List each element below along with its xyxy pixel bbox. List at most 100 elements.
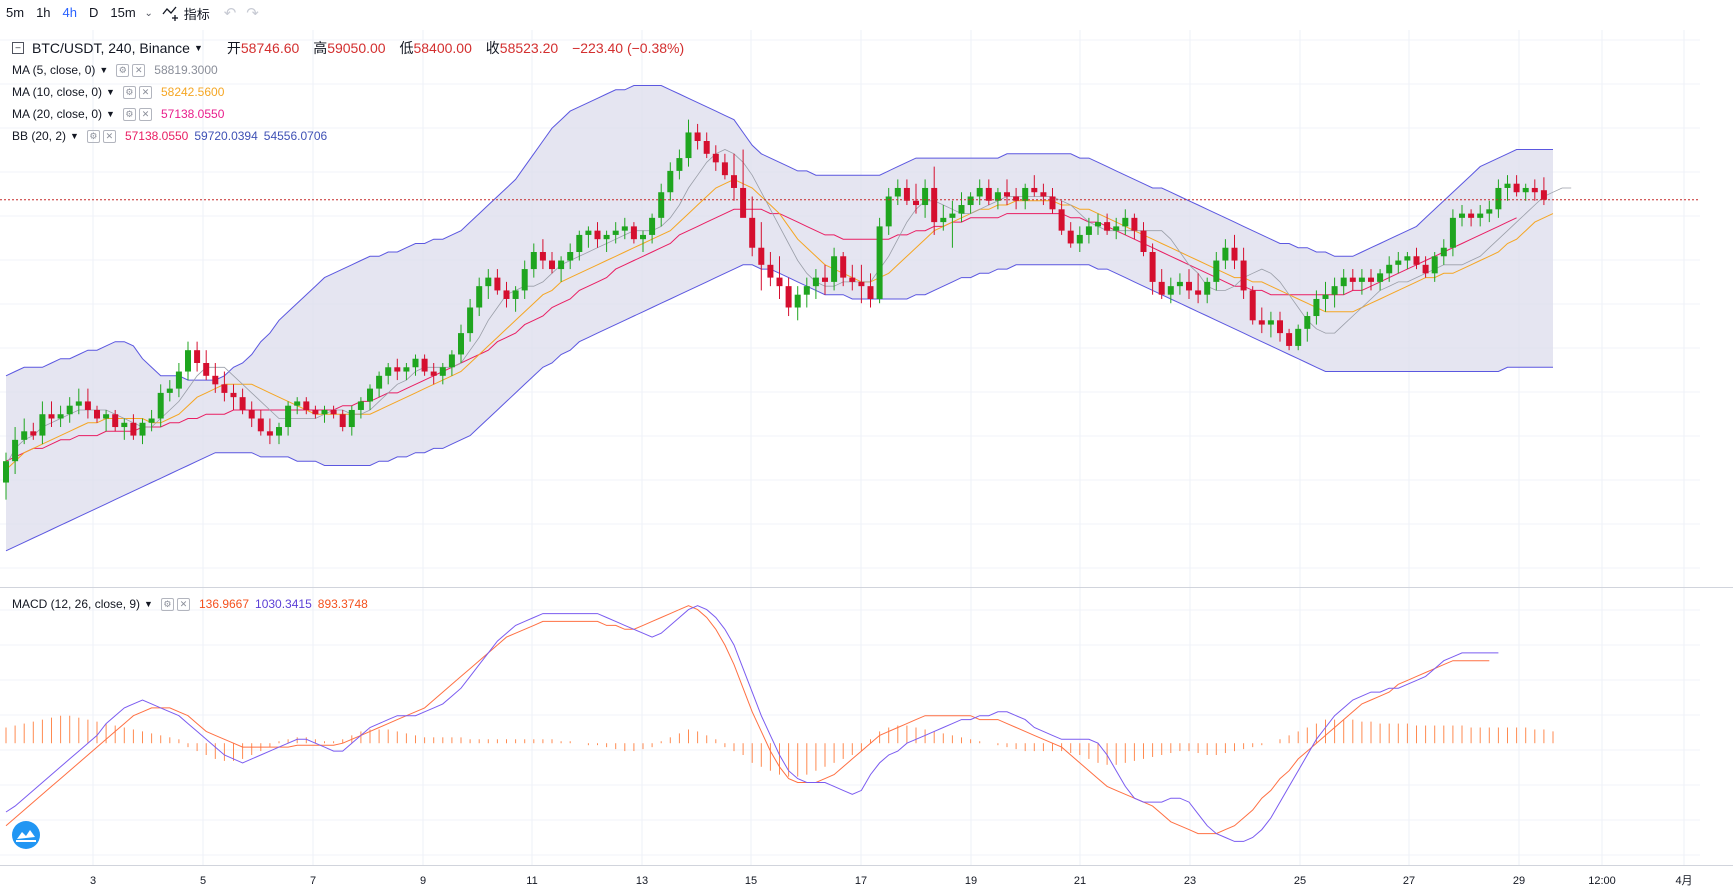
candle-down bbox=[1140, 230, 1147, 252]
bb-remove-icon[interactable]: ✕ bbox=[102, 129, 116, 143]
ma20-legend: MA (20, close, 0) ▼ ⚙ ✕ 57138.0550 bbox=[12, 107, 224, 121]
bb-name[interactable]: BB (20, 2) bbox=[12, 129, 67, 143]
candle-down bbox=[731, 175, 737, 188]
candle-up bbox=[21, 431, 28, 440]
candle-down bbox=[1158, 281, 1165, 295]
candle-down bbox=[330, 409, 337, 415]
macd-settings-icon[interactable]: ⚙ bbox=[160, 597, 174, 611]
ma20-settings-icon[interactable]: ⚙ bbox=[122, 107, 136, 121]
candle-down bbox=[758, 247, 765, 265]
ma5-name[interactable]: MA (5, close, 0) bbox=[12, 63, 96, 77]
interval-1h-button[interactable]: 1h bbox=[36, 5, 51, 20]
ma5-chevron-icon[interactable]: ▼ bbox=[99, 65, 109, 75]
interval-dropdown-chevron-icon[interactable]: ⌄ bbox=[144, 7, 153, 19]
time-axis-label: 4月 bbox=[1675, 875, 1692, 887]
collapse-legend-icon[interactable]: – bbox=[12, 42, 24, 54]
ma20-value: 57138.0550 bbox=[160, 107, 225, 121]
candle-down bbox=[1031, 187, 1038, 193]
candle-up bbox=[1313, 298, 1320, 317]
time-axis-label: 13 bbox=[636, 875, 648, 887]
candle-down bbox=[703, 141, 710, 154]
time-axis-label: 17 bbox=[855, 875, 867, 887]
undo-icon[interactable]: ↶ bbox=[223, 5, 237, 22]
candle-down bbox=[230, 392, 237, 398]
time-axis-label: 29 bbox=[1513, 875, 1525, 887]
ma10-line bbox=[5, 178, 1554, 471]
candle-down bbox=[1004, 192, 1010, 197]
candle-up bbox=[1076, 234, 1083, 244]
macd-line-value: 1030.3415 bbox=[255, 597, 312, 611]
bb-upper-line bbox=[5, 85, 1553, 381]
ma20-line bbox=[5, 208, 1517, 462]
candle-down bbox=[1058, 209, 1065, 231]
bb-chevron-icon[interactable]: ▼ bbox=[70, 131, 79, 141]
candle-down bbox=[30, 431, 37, 436]
candle-up bbox=[3, 461, 9, 483]
candle-down bbox=[712, 153, 719, 163]
close-key: 收 bbox=[485, 40, 500, 56]
candle-down bbox=[1258, 320, 1265, 325]
candle-up bbox=[958, 205, 965, 214]
interval-15m-button[interactable]: 15m bbox=[110, 5, 136, 20]
interval-d-button[interactable]: D bbox=[89, 5, 99, 20]
bb-basis-value: 57138.0550 bbox=[124, 129, 189, 143]
interval-4h-button[interactable]: 4h bbox=[62, 5, 77, 20]
ma10-settings-icon[interactable]: ⚙ bbox=[122, 85, 136, 99]
tradingview-logo[interactable] bbox=[11, 820, 41, 850]
bb-legend: BB (20, 2) ▼ ⚙ ✕ 57138.0550 59720.0394 54… bbox=[12, 129, 327, 143]
candle-up bbox=[121, 422, 128, 428]
candle-up bbox=[1095, 222, 1101, 227]
candle-up bbox=[1304, 316, 1311, 329]
time-axis-label: 27 bbox=[1403, 875, 1415, 887]
symbol-name[interactable]: BTC/USDT, 240, Binance bbox=[32, 40, 190, 56]
candle-down bbox=[430, 371, 437, 376]
ma10-chevron-icon[interactable]: ▼ bbox=[106, 87, 115, 97]
time-axis-label: 25 bbox=[1294, 875, 1306, 887]
candle-down bbox=[1240, 260, 1247, 291]
candle-down bbox=[630, 226, 637, 240]
candle-down bbox=[903, 187, 910, 201]
ma20-remove-icon[interactable]: ✕ bbox=[138, 107, 152, 121]
symbol-chevron-icon[interactable]: ▼ bbox=[193, 43, 203, 53]
time-axis-label: 15 bbox=[745, 875, 757, 887]
candle-up bbox=[521, 269, 528, 291]
candle-down bbox=[767, 264, 774, 278]
macd-hist-value: 136.9667 bbox=[198, 597, 250, 611]
ma5-remove-icon[interactable]: ✕ bbox=[132, 63, 146, 77]
candle-down bbox=[312, 409, 319, 415]
candle-up bbox=[1486, 209, 1493, 214]
ma5-legend: MA (5, close, 0) ▼ ⚙ ✕ 58819.3000 bbox=[12, 63, 218, 77]
ma10-value: 58242.5600 bbox=[160, 85, 225, 99]
macd-chevron-icon[interactable]: ▼ bbox=[144, 599, 153, 609]
candle-down bbox=[1277, 320, 1283, 334]
candle-up bbox=[467, 307, 474, 334]
candle-down bbox=[1231, 247, 1238, 261]
candle-up bbox=[157, 392, 164, 419]
indicators-button[interactable]: 指标 bbox=[162, 4, 210, 23]
macd-signal-line bbox=[5, 605, 1490, 835]
candle-down bbox=[1540, 190, 1547, 200]
interval-5m-button[interactable]: 5m bbox=[6, 5, 25, 20]
candle-up bbox=[994, 192, 1001, 201]
candle-down bbox=[985, 187, 992, 201]
ma5-settings-icon[interactable]: ⚙ bbox=[116, 63, 130, 77]
candle-down bbox=[339, 414, 346, 428]
ma20-name[interactable]: MA (20, close, 0) bbox=[12, 107, 103, 121]
candle-down bbox=[421, 358, 428, 372]
time-axis-label: 9 bbox=[420, 875, 426, 887]
macd-remove-icon[interactable]: ✕ bbox=[176, 597, 190, 611]
time-axis-label: 3 bbox=[90, 875, 96, 887]
candle-down bbox=[266, 431, 273, 436]
macd-name[interactable]: MACD (12, 26, close, 9) bbox=[12, 597, 141, 611]
ohlc-values: 开58746.60 高59050.00 低58400.00 收58523.20 … bbox=[217, 38, 684, 58]
candle-up bbox=[185, 350, 191, 372]
ma5-value: 58819.3000 bbox=[154, 63, 218, 77]
candle-down bbox=[1422, 264, 1429, 274]
ma10-name[interactable]: MA (10, close, 0) bbox=[12, 85, 103, 99]
ma10-remove-icon[interactable]: ✕ bbox=[138, 85, 152, 99]
candle-up bbox=[412, 358, 419, 368]
ma20-chevron-icon[interactable]: ▼ bbox=[106, 109, 115, 119]
bb-settings-icon[interactable]: ⚙ bbox=[86, 129, 100, 143]
redo-icon[interactable]: ↷ bbox=[246, 5, 259, 22]
